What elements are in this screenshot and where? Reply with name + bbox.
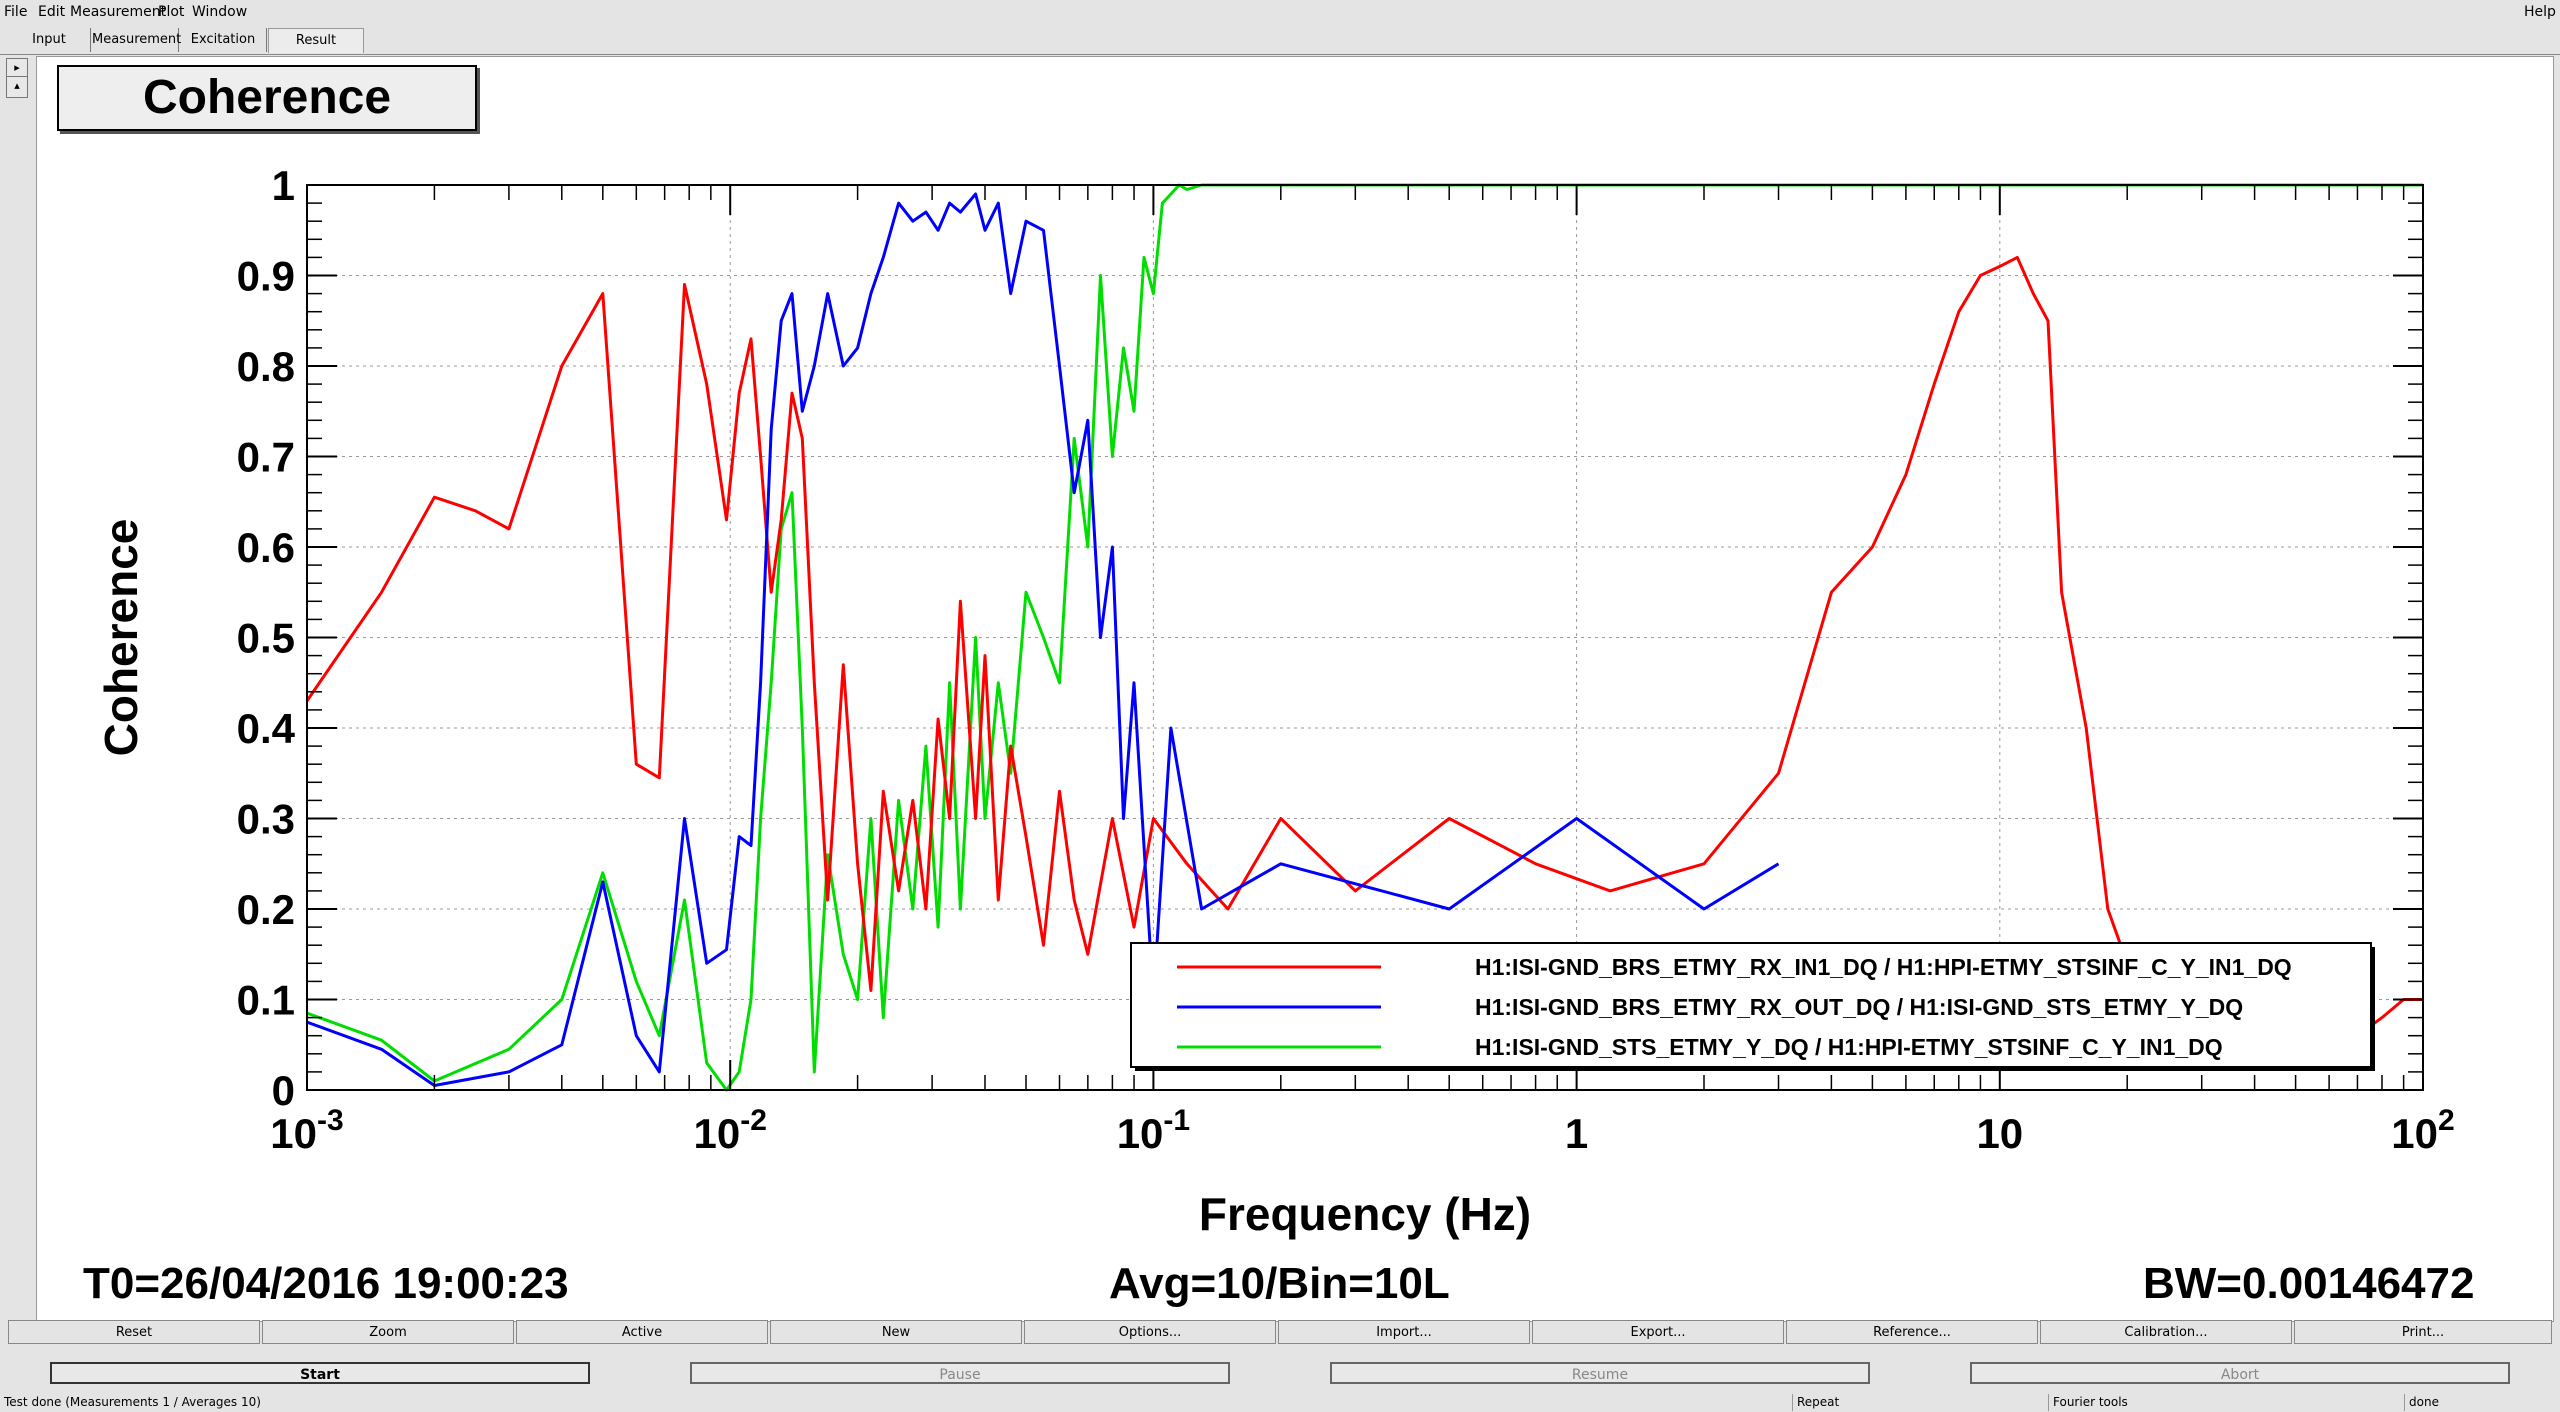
y-tick-label: 0.8 [237,343,295,390]
tab-result[interactable]: Result [268,28,364,53]
legend-entry: H1:ISI-GND_BRS_ETMY_RX_IN1_DQ / H1:HPI-E… [1475,954,2292,980]
y-axis-label: Coherence [95,519,147,757]
x-tick-label: 10-3 [270,1104,343,1157]
y-tick-label: 0.4 [237,705,296,752]
y-tick-label: 0.7 [237,434,295,481]
reset-button[interactable]: Reset [8,1320,260,1344]
reference-button[interactable]: Reference... [1786,1320,2038,1344]
pause-button[interactable]: Pause [690,1362,1230,1384]
menu-measurement[interactable]: Measurement [70,4,167,20]
y-tick-label: 0.6 [237,524,295,571]
abort-button[interactable]: Abort [1970,1362,2510,1384]
expand-up-icon[interactable]: ▴ [6,76,28,98]
plot-title: Coherence [57,65,477,131]
avg-bin-label: Avg=10/Bin=10L [1109,1259,1450,1308]
menu-plot[interactable]: Plot [158,4,185,20]
tab-bar: Input Measurement Excitation Result [0,26,2560,55]
y-tick-label: 0.1 [237,977,295,1024]
status-repeat: Repeat [1792,1394,2046,1411]
status-fourier-tools: Fourier tools [2048,1394,2402,1411]
calibration-button[interactable]: Calibration... [2040,1320,2292,1344]
start-button[interactable]: Start [50,1362,590,1384]
legend-entry: H1:ISI-GND_STS_ETMY_Y_DQ / H1:HPI-ETMY_S… [1475,1034,2223,1060]
coherence-plot[interactable]: 0 0.1 0.2 0.3 0.4 0.5 0.6 0.7 0.8 0.9 1 10-3 10-2 10-… [37,57,2553,1321]
x-tick-label: 10-1 [1117,1104,1190,1157]
legend[interactable]: H1:ISI-GND_BRS_ETMY_RX_IN1_DQ / H1:HPI-E… [1130,942,2375,1071]
menu-edit[interactable]: Edit [38,4,66,20]
menu-file[interactable]: File [4,4,28,20]
import-button[interactable]: Import... [1278,1320,1530,1344]
y-tick-label: 0.3 [237,796,295,843]
status-done: done [2404,1394,2560,1411]
x-tick-label: 10-2 [693,1104,766,1157]
tab-input[interactable]: Input [8,28,91,52]
y-tick-label: 0.9 [237,253,295,300]
control-bar: Start Pause Resume Abort [0,1360,2560,1388]
x-tick-label: 10 [1976,1110,2023,1157]
new-button[interactable]: New [770,1320,1022,1344]
menu-window[interactable]: Window [192,4,248,20]
x-axis-label: Frequency (Hz) [1199,1188,1531,1240]
plot-toolbar: Reset Zoom Active New Options... Import.… [8,1320,2552,1346]
plot-ticks [306,184,2424,1091]
t0-label: T0=26/04/2016 19:00:23 [83,1259,569,1308]
options-button[interactable]: Options... [1024,1320,1276,1344]
legend-entry: H1:ISI-GND_BRS_ETMY_RX_OUT_DQ / H1:ISI-G… [1475,994,2243,1020]
export-button[interactable]: Export... [1532,1320,1784,1344]
y-tick-label: 0.2 [237,886,295,933]
y-tick-label: 0 [272,1067,295,1114]
status-bar: Test done (Measurements 1 / Averages 10)… [0,1392,2560,1412]
menu-help[interactable]: Help [2524,4,2556,20]
resume-button[interactable]: Resume [1330,1362,1870,1384]
y-tick-label: 1 [272,162,295,209]
y-tick-label: 0.5 [237,615,295,662]
plot-labels: 0 0.1 0.2 0.3 0.4 0.5 0.6 0.7 0.8 0.9 1 10-3 10-2 10-… [237,162,2455,1157]
x-tick-label: 102 [2391,1104,2454,1157]
series-line [306,192,1780,1087]
zoom-button[interactable]: Zoom [262,1320,514,1344]
x-tick-label: 1 [1565,1110,1588,1157]
plot-canvas: 0 0.1 0.2 0.3 0.4 0.5 0.6 0.7 0.8 0.9 1 10-3 10-2 10-… [36,56,2554,1322]
series-line [305,255,2423,1056]
print-button[interactable]: Print... [2294,1320,2552,1344]
status-message: Test done (Measurements 1 / Averages 10) [4,1395,261,1409]
tab-measurement[interactable]: Measurement [92,28,181,52]
tab-excitation[interactable]: Excitation [180,28,267,52]
bandwidth-label: BW=0.00146472 [2143,1259,2475,1308]
menu-bar: File Edit Measurement Plot Window Help [0,0,2560,22]
active-button[interactable]: Active [516,1320,768,1344]
